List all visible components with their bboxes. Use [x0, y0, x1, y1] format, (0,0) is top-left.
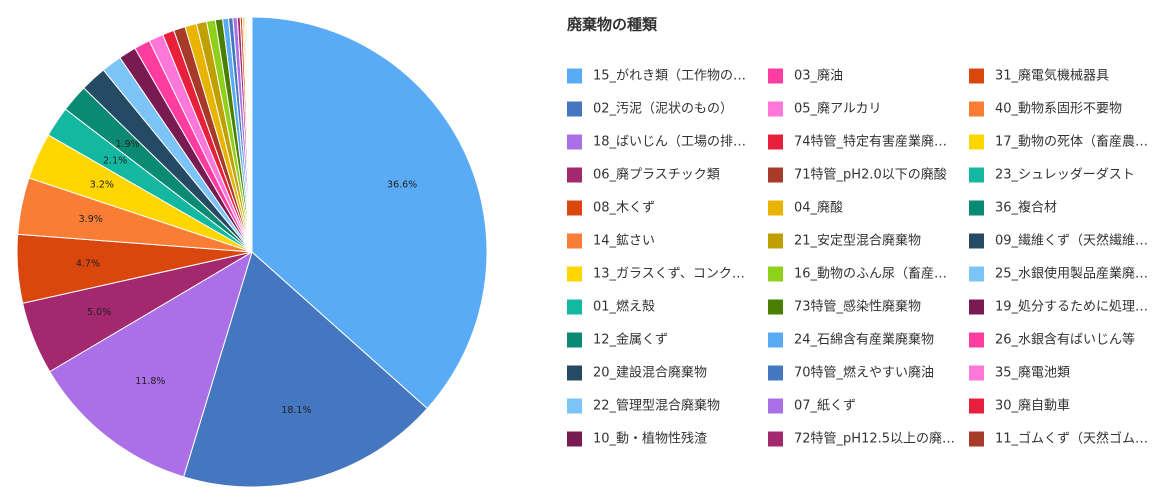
- legend-swatch: [969, 299, 984, 315]
- legend-label: 73特管_感染性廃棄物: [794, 299, 921, 315]
- legend-label: 10_動・植物性残渣: [593, 432, 707, 447]
- legend-swatch: [567, 299, 582, 315]
- value-label: 18.1%: [281, 405, 311, 416]
- legend-swatch: [768, 431, 783, 447]
- legend-label: 18_ばいじん（工場の排…: [593, 135, 746, 150]
- legend-swatch: [768, 101, 783, 117]
- legend-label: 36_複合材: [995, 200, 1057, 216]
- legend-swatch: [969, 332, 984, 348]
- legend-swatch: [567, 365, 582, 381]
- legend-label: 35_廃電池類: [995, 365, 1070, 381]
- legend-label: 09_繊維くず（天然繊維…: [995, 233, 1148, 249]
- legend-swatch: [567, 200, 582, 216]
- legend-label: 22_管理型混合廃棄物: [593, 398, 720, 414]
- legend-swatch: [567, 167, 582, 183]
- legend-label: 01_燃え殻: [593, 299, 655, 315]
- legend-swatch: [567, 266, 582, 282]
- legend-swatch: [969, 200, 984, 216]
- legend-label: 40_動物系固形不要物: [995, 102, 1122, 117]
- legend-label: 08_木くず: [593, 201, 655, 216]
- value-label: 3.2%: [90, 179, 114, 190]
- legend-swatch: [567, 134, 582, 150]
- legend-label: 07_紙くず: [794, 399, 856, 414]
- legend-label: 30_廃自動車: [995, 398, 1070, 414]
- legend-swatch: [567, 398, 582, 414]
- legend-swatch: [768, 299, 783, 315]
- pie-slice: [251, 16, 488, 410]
- legend-label: 11_ゴムくず（天然ゴム…: [995, 431, 1148, 447]
- legend-swatch: [567, 332, 582, 348]
- legend-label: 74特管_特定有害産業廃…: [794, 134, 947, 150]
- value-label: 1.9%: [116, 139, 140, 150]
- legend-label: 14_鉱さい: [593, 233, 655, 249]
- legend-swatch: [768, 134, 783, 150]
- legend-swatch: [969, 167, 984, 183]
- legend-label: 25_水銀使用製品産業廃…: [995, 266, 1148, 282]
- legend-label: 06_廃プラスチック類: [593, 167, 720, 183]
- value-label: 5.0%: [87, 307, 111, 318]
- legend-label: 12_金属くず: [593, 332, 668, 348]
- legend-label: 24_石綿含有産業廃棄物: [794, 332, 934, 348]
- legend-swatch: [969, 68, 984, 84]
- legend-label: 04_廃酸: [794, 200, 843, 216]
- legend-swatch: [969, 365, 984, 381]
- legend-swatch: [969, 233, 984, 249]
- legend-label: 20_建設混合廃棄物: [593, 365, 707, 381]
- legend-swatch: [969, 134, 984, 150]
- legend-label: 05_廃アルカリ: [794, 101, 882, 117]
- legend-swatch: [567, 68, 582, 84]
- legend-label: 02_汚泥（泥状のもの）: [593, 102, 733, 117]
- pie-slice: [182, 251, 429, 488]
- legend-label: 23_シュレッダーダスト: [995, 168, 1135, 183]
- legend-swatch: [768, 68, 783, 84]
- value-label: 36.6%: [387, 179, 417, 190]
- legend-label: 21_安定型混合廃棄物: [794, 233, 921, 249]
- legend-swatch: [768, 398, 783, 414]
- legend-swatch: [768, 365, 783, 381]
- value-label: 2.1%: [103, 155, 127, 166]
- legend-swatch: [768, 332, 783, 348]
- legend-swatch: [567, 431, 582, 447]
- legend-swatch: [567, 101, 582, 117]
- legend-title: 廃棄物の種類: [567, 16, 658, 34]
- value-label: 11.8%: [135, 376, 165, 387]
- value-label: 3.9%: [79, 214, 103, 225]
- value-label: 4.7%: [76, 258, 100, 269]
- legend-label: 70特管_燃えやすい廃油: [794, 365, 934, 381]
- legend-label: 26_水銀含有ばいじん等: [995, 332, 1135, 348]
- legend-swatch: [567, 233, 582, 249]
- legend-label: 16_動物のふん尿（畜産…: [794, 266, 947, 282]
- legend-label: 19_処分するために処理…: [995, 300, 1148, 315]
- legend-swatch: [768, 266, 783, 282]
- legend-label: 71特管_pH2.0以下の廃酸: [794, 167, 947, 183]
- legend-swatch: [768, 200, 783, 216]
- legend-label: 13_ガラスくず、コンク…: [593, 267, 745, 282]
- legend-swatch: [969, 266, 984, 282]
- legend-label: 03_廃油: [794, 68, 843, 84]
- legend-swatch: [969, 431, 984, 447]
- legend-label: 15_がれき類（工作物の…: [593, 69, 746, 84]
- legend-swatch: [969, 101, 984, 117]
- legend-swatch: [969, 398, 984, 414]
- legend-label: 72特管_pH12.5以上の廃…: [794, 431, 955, 447]
- pie-slice: [49, 250, 253, 478]
- legend-swatch: [768, 233, 783, 249]
- legend-label: 31_廃電気機械器具: [995, 68, 1109, 84]
- legend-swatch: [768, 167, 783, 183]
- legend-label: 17_動物の死体（畜産農…: [995, 134, 1148, 150]
